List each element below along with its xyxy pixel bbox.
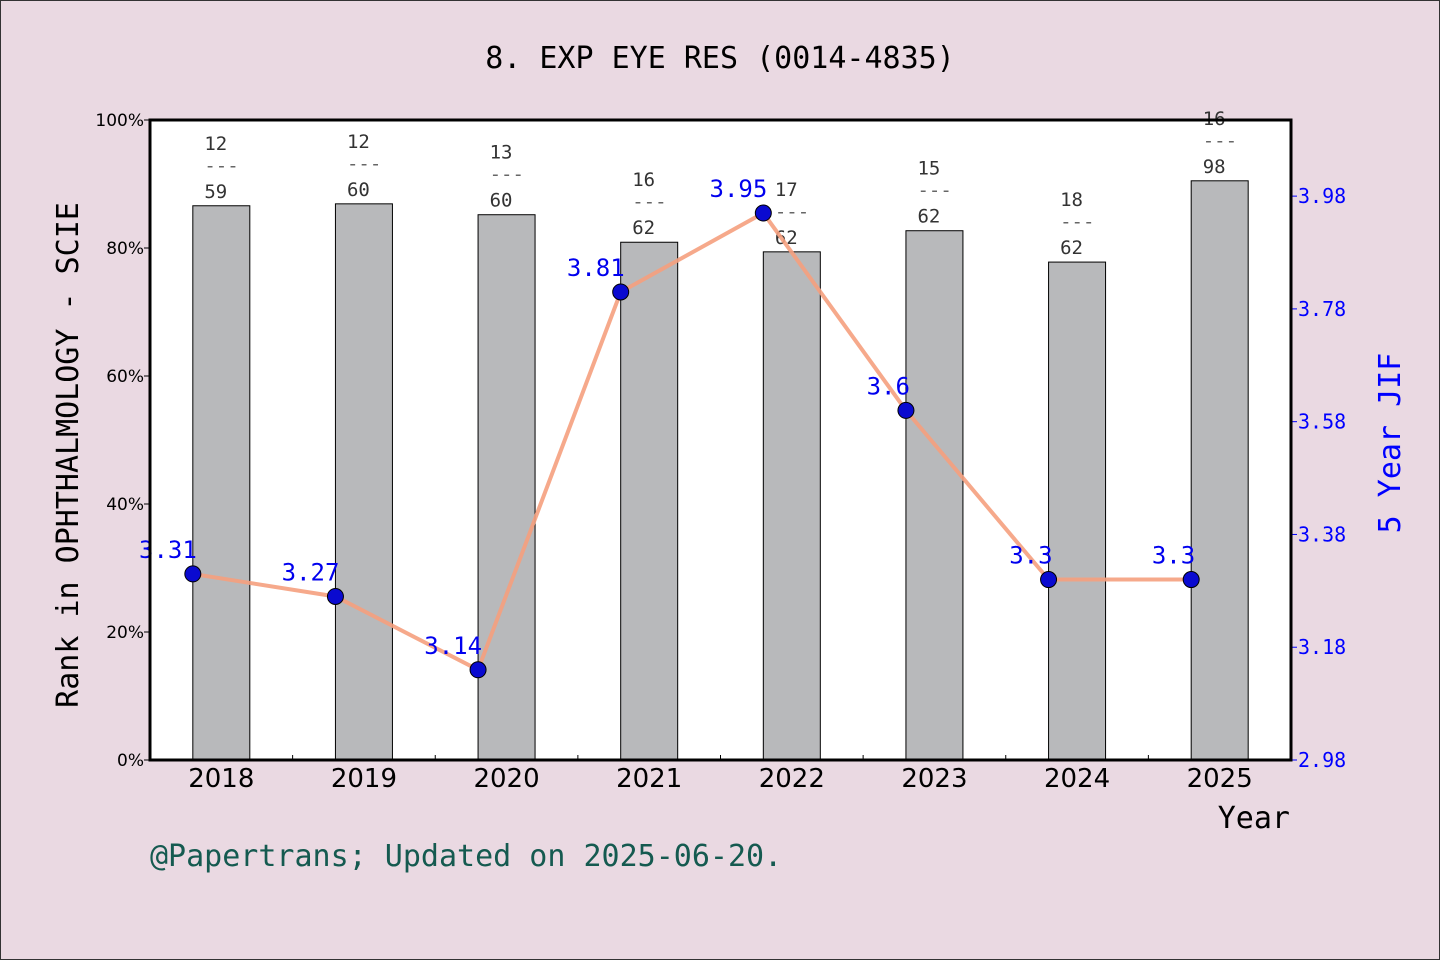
x-tick-label: 2018 xyxy=(188,764,254,794)
total-label-2019: 60 xyxy=(347,179,370,201)
y-tick-label: 0% xyxy=(117,751,144,771)
jif-point-2020 xyxy=(469,661,487,679)
jif-value-label: 3.14 xyxy=(424,632,482,660)
rank-label-2019: 12 xyxy=(347,131,370,153)
y2-tick-label: 3.18 xyxy=(1298,635,1346,659)
bar-2023 xyxy=(905,230,964,761)
jif-point-2024 xyxy=(1040,571,1058,589)
jif-value-label: 3.95 xyxy=(710,175,768,203)
jif-value-label: 3.31 xyxy=(139,536,197,564)
x-tick-label: 2022 xyxy=(759,764,825,794)
y-tick-label: 40% xyxy=(106,495,144,515)
jif-line xyxy=(192,210,1192,673)
bar-2025 xyxy=(1190,180,1249,761)
x-tick-label: 2019 xyxy=(331,764,397,794)
rank-divider: --- xyxy=(1060,211,1094,233)
jif-value-label: 3.6 xyxy=(867,372,910,400)
jif-value-label: 3.3 xyxy=(1009,542,1052,570)
total-label-2025: 98 xyxy=(1203,156,1226,178)
bar-2022 xyxy=(762,251,821,761)
jif-point-2021 xyxy=(612,283,630,301)
rank-label-2021: 16 xyxy=(632,169,655,191)
bar-2018 xyxy=(192,205,251,761)
y2-tick-label: 2.98 xyxy=(1298,748,1346,772)
rank-divider: --- xyxy=(917,180,951,202)
rank-divider: --- xyxy=(204,155,238,177)
rank-divider: --- xyxy=(347,153,381,175)
total-label-2024: 62 xyxy=(1060,237,1083,259)
jif-point-2018 xyxy=(184,565,202,583)
total-label-2021: 62 xyxy=(632,217,655,239)
rank-label-2023: 15 xyxy=(917,158,940,180)
jif-value-label: 3.81 xyxy=(567,254,625,282)
jif-point-2019 xyxy=(326,587,344,605)
y2-tick-label: 3.58 xyxy=(1298,410,1346,434)
rank-divider: --- xyxy=(490,164,524,186)
chart-title: 8. EXP EYE RES (0014-4835) xyxy=(485,41,955,76)
x-tick-label: 2025 xyxy=(1187,764,1253,794)
rank-divider: --- xyxy=(775,201,809,223)
y-axis-label: Rank in OPHTHALMOLOGY - SCIE xyxy=(51,202,86,708)
total-label-2020: 60 xyxy=(490,190,513,212)
jif-value-label: 3.27 xyxy=(282,558,340,586)
rank-label-2022: 17 xyxy=(775,179,798,201)
rank-label-2024: 18 xyxy=(1060,189,1083,211)
total-label-2022: 62 xyxy=(775,227,798,249)
y2-tick-label: 3.38 xyxy=(1298,522,1346,546)
jif-point-2023 xyxy=(897,401,915,419)
total-label-2023: 62 xyxy=(917,206,940,228)
y2-tick-label: 3.78 xyxy=(1298,297,1346,321)
jif-value-label: 3.3 xyxy=(1152,542,1195,570)
y-tick-label: 100% xyxy=(95,111,144,131)
x-tick-label: 2021 xyxy=(616,764,682,794)
jif-point-2022 xyxy=(754,204,772,222)
x-tick-label: 2024 xyxy=(1044,764,1110,794)
y-tick-label: 60% xyxy=(106,367,144,387)
y-tick-label: 20% xyxy=(106,623,144,643)
bar-2020 xyxy=(477,214,536,761)
bar-2019 xyxy=(334,203,393,761)
y2-axis-label: 5 Year JIF xyxy=(1373,353,1408,534)
plot-area xyxy=(150,120,1291,760)
bar-2024 xyxy=(1048,261,1107,761)
total-label-2018: 59 xyxy=(204,181,227,203)
y-tick-label: 80% xyxy=(106,239,144,259)
bar-2021 xyxy=(620,241,679,761)
rank-divider: --- xyxy=(1203,130,1237,152)
jif-point-2025 xyxy=(1182,571,1200,589)
rank-divider: --- xyxy=(632,191,666,213)
footer-credit: @Papertrans; Updated on 2025-06-20. xyxy=(150,839,782,874)
x-tick-label: 2023 xyxy=(901,764,967,794)
rank-label-2018: 12 xyxy=(204,133,227,155)
x-axis-label: Year xyxy=(1218,801,1290,836)
y2-tick-label: 3.98 xyxy=(1298,184,1346,208)
x-tick-label: 2020 xyxy=(473,764,539,794)
rank-label-2020: 13 xyxy=(490,142,513,164)
